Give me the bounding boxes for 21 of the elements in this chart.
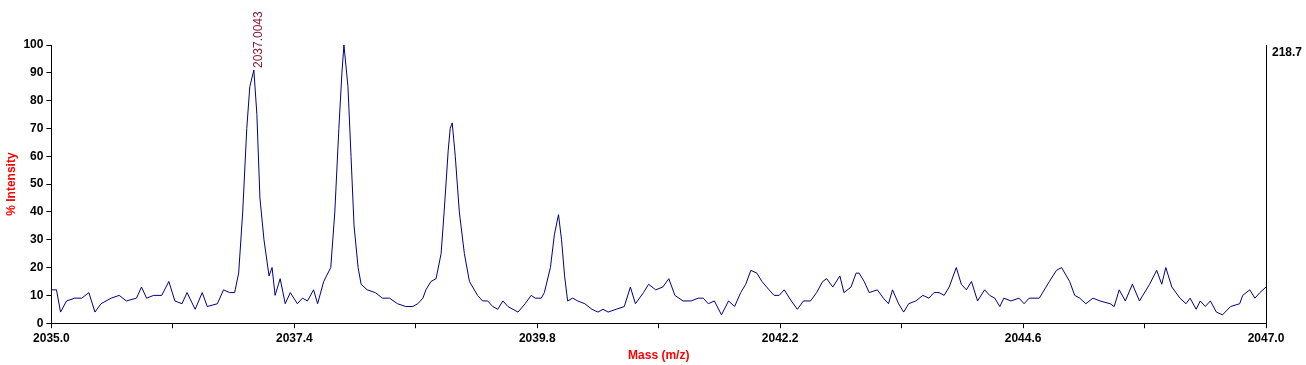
y-tick-label: 90 xyxy=(30,65,44,80)
y-tick-label: 50 xyxy=(30,176,44,191)
y-tick-label: 80 xyxy=(30,92,44,107)
y-tick-label: 10 xyxy=(30,287,44,302)
y-tick-label: 30 xyxy=(30,232,44,247)
y-tick-label: 40 xyxy=(30,204,44,219)
y-tick-label: 70 xyxy=(30,120,44,135)
annotation: 2037.0043 xyxy=(250,10,265,69)
y-axis-title: % Intensity xyxy=(3,152,18,216)
x-axis-title: Mass (m/z) xyxy=(628,348,690,363)
y-tick-label: 20 xyxy=(30,259,44,274)
text: 218.7 xyxy=(1272,45,1303,60)
y-tick-label: 0 xyxy=(36,315,44,330)
x-tick-label: 2042.2 xyxy=(761,330,799,345)
x-tick-label: 2044.6 xyxy=(1004,330,1042,345)
x-tick-label: 2037.4 xyxy=(275,330,314,345)
x-tick-label: 2035.0 xyxy=(33,330,71,345)
x-tick-label: 2039.8 xyxy=(518,330,556,345)
y-tick-label: 60 xyxy=(30,148,44,163)
x-tick-label: 2047.0 xyxy=(1247,330,1285,345)
y-tick-label: 100 xyxy=(23,37,44,52)
